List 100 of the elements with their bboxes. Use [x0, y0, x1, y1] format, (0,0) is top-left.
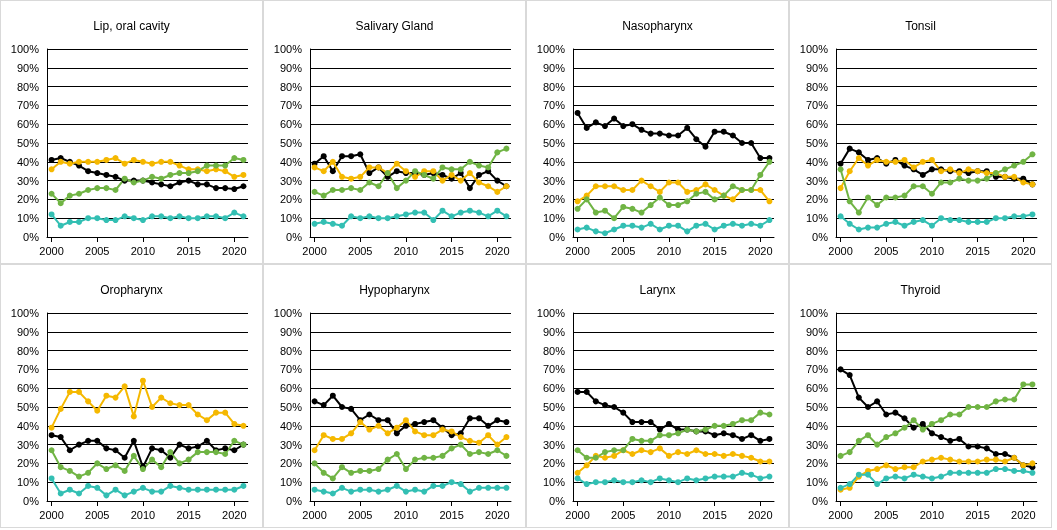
- x-tick-label: 2015: [439, 508, 464, 521]
- y-tick-label: 50%: [279, 137, 303, 149]
- x-tick-label: 2020: [1011, 244, 1036, 257]
- y-tick-label: 40%: [279, 419, 303, 432]
- x-tick-label: 2010: [919, 244, 945, 257]
- y-tick-label: 60%: [805, 382, 829, 395]
- x-tick-label: 2015: [965, 508, 990, 521]
- x-tick-label: 2015: [702, 244, 727, 257]
- x-tick-label: 2000: [828, 508, 853, 521]
- y-tick-label: 30%: [542, 438, 566, 451]
- x-tick-label: 2000: [565, 244, 590, 257]
- x-tick-label: 2020: [748, 508, 773, 521]
- y-tick-label: 10%: [542, 476, 566, 489]
- x-tick-label: 2020: [748, 244, 773, 257]
- y-tick-label: 90%: [279, 61, 303, 74]
- y-tick-label: 0%: [286, 231, 303, 243]
- y-tick-label: 60%: [279, 382, 303, 395]
- x-tick-label: 2000: [828, 244, 853, 257]
- y-tick-label: 60%: [16, 118, 40, 131]
- x-tick-label: 2010: [656, 244, 682, 257]
- chart-title: Oropharynx: [100, 283, 163, 297]
- x-tick-label: 2020: [1011, 508, 1036, 521]
- y-tick-label: 80%: [279, 344, 303, 357]
- x-tick-label: 2010: [130, 508, 156, 521]
- x-tick-label: 2000: [302, 244, 327, 257]
- y-tick-label: 60%: [805, 118, 829, 131]
- y-tick-label: 70%: [542, 99, 566, 112]
- y-tick-label: 100%: [10, 307, 40, 319]
- y-tick-label: 40%: [279, 155, 303, 168]
- x-tick-label: 2005: [348, 508, 373, 521]
- y-tick-label: 80%: [279, 80, 303, 93]
- chart-title: Thyroid: [900, 283, 941, 297]
- y-tick-label: 30%: [279, 438, 303, 451]
- x-tick-label: 2005: [85, 508, 110, 521]
- y-tick-label: 10%: [279, 212, 303, 225]
- y-tick-label: 10%: [805, 212, 829, 225]
- y-tick-label: 10%: [16, 212, 40, 225]
- y-tick-label: 30%: [805, 174, 829, 187]
- y-tick-label: 40%: [542, 419, 566, 432]
- y-tick-label: 60%: [542, 382, 566, 395]
- y-tick-label: 20%: [542, 193, 566, 206]
- x-tick-label: 2005: [874, 508, 899, 521]
- y-tick-label: 30%: [16, 438, 40, 451]
- y-tick-label: 40%: [805, 155, 829, 168]
- y-tick-label: 30%: [16, 174, 40, 187]
- x-tick-label: 2005: [85, 244, 110, 257]
- y-tick-label: 100%: [536, 43, 566, 55]
- y-tick-label: 70%: [805, 363, 829, 376]
- y-tick-label: 90%: [542, 61, 566, 74]
- y-tick-label: 100%: [536, 307, 566, 319]
- y-tick-label: 10%: [16, 476, 40, 489]
- y-tick-label: 80%: [16, 80, 40, 93]
- y-tick-label: 50%: [542, 137, 566, 149]
- x-tick-label: 2020: [222, 244, 247, 257]
- x-tick-label: 2010: [393, 244, 419, 257]
- y-tick-label: 90%: [16, 61, 40, 74]
- y-tick-label: 20%: [16, 457, 40, 470]
- y-tick-label: 0%: [812, 231, 829, 243]
- x-tick-label: 2015: [702, 508, 727, 521]
- y-tick-label: 90%: [805, 325, 829, 338]
- y-tick-label: 0%: [286, 495, 303, 507]
- y-tick-label: 60%: [279, 118, 303, 131]
- x-tick-label: 2010: [919, 508, 945, 521]
- chart-title: Hypopharynx: [359, 283, 430, 297]
- y-tick-label: 20%: [805, 193, 829, 206]
- y-tick-label: 60%: [16, 382, 40, 395]
- x-tick-label: 2000: [302, 508, 327, 521]
- x-tick-label: 2005: [348, 244, 373, 257]
- y-tick-label: 60%: [542, 118, 566, 131]
- y-tick-label: 20%: [279, 193, 303, 206]
- x-tick-label: 2015: [439, 244, 464, 257]
- y-tick-label: 70%: [805, 99, 829, 112]
- y-tick-label: 100%: [799, 307, 829, 319]
- y-tick-label: 0%: [549, 231, 566, 243]
- y-tick-label: 0%: [23, 231, 40, 243]
- y-tick-label: 40%: [16, 419, 40, 432]
- x-tick-label: 2015: [965, 244, 990, 257]
- y-tick-label: 70%: [279, 363, 303, 376]
- y-tick-label: 100%: [799, 43, 829, 55]
- y-tick-label: 30%: [279, 174, 303, 187]
- x-tick-label: 2005: [874, 244, 899, 257]
- y-tick-label: 20%: [16, 193, 40, 206]
- chart-title: Lip, oral cavity: [93, 19, 170, 33]
- y-tick-label: 80%: [16, 344, 40, 357]
- y-tick-label: 80%: [542, 344, 566, 357]
- y-tick-label: 70%: [279, 99, 303, 112]
- x-tick-label: 2010: [656, 508, 682, 521]
- y-tick-label: 100%: [273, 43, 303, 55]
- x-tick-label: 2015: [176, 244, 201, 257]
- y-tick-label: 40%: [542, 155, 566, 168]
- y-tick-label: 20%: [542, 457, 566, 470]
- y-tick-label: 40%: [16, 155, 40, 168]
- y-tick-label: 50%: [279, 401, 303, 413]
- x-tick-label: 2020: [222, 508, 247, 521]
- y-tick-label: 20%: [279, 457, 303, 470]
- y-tick-label: 100%: [10, 43, 40, 55]
- y-tick-label: 30%: [805, 438, 829, 451]
- x-tick-label: 2010: [393, 508, 419, 521]
- y-tick-label: 90%: [542, 325, 566, 338]
- chart-title: Salivary Gland: [355, 19, 434, 33]
